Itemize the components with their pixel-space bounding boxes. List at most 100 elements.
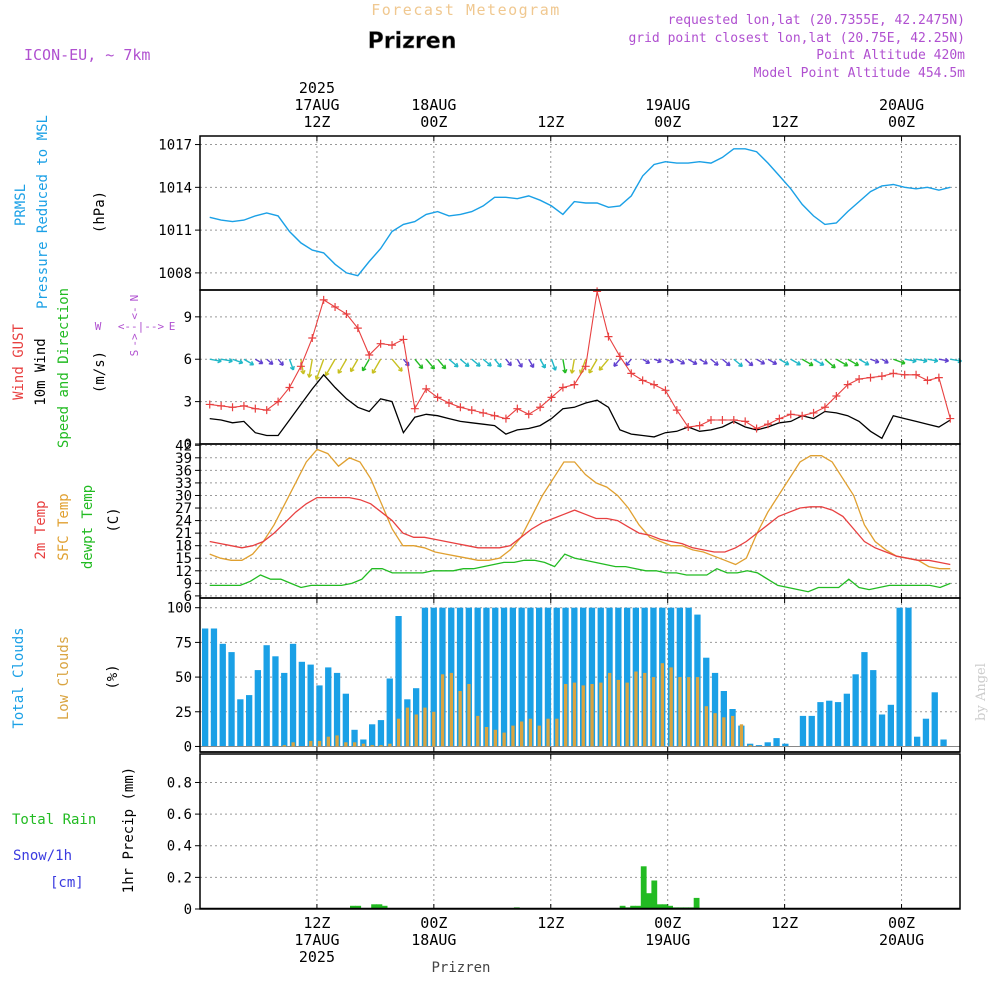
total-clouds-bar [228, 652, 235, 747]
gust-marker [365, 350, 374, 359]
wind-arrow [625, 358, 632, 367]
total-clouds-bar [281, 672, 288, 747]
y-tick-label: 24 [175, 514, 192, 530]
gust-marker [912, 370, 921, 379]
wind-arrow [314, 358, 325, 381]
gust-marker [490, 411, 499, 420]
gust-marker [695, 421, 704, 430]
precip-panel: 0 0.2 0.4 0.6 0.8 Total Rain Snow/1h [cm] 1h… [12, 753, 961, 918]
y-tick-label: 1017 [158, 138, 192, 154]
gust-marker [353, 324, 362, 333]
total-clouds-bar [430, 607, 437, 747]
location-title: Prizren [368, 29, 457, 54]
y-tick-label: 6 [184, 589, 192, 605]
rain-bar [640, 866, 647, 909]
y-tick-label: 3 [184, 395, 192, 411]
pressure-line [209, 148, 951, 277]
gust-marker [900, 370, 909, 379]
time-label-bottom: 12Z [537, 914, 564, 932]
compass-horizontal: <--|--> [118, 320, 165, 333]
time-label-top: 00Z [888, 113, 915, 131]
gust-marker [718, 415, 727, 424]
total-clouds-bar [703, 657, 710, 747]
low-clouds-bar [511, 725, 515, 747]
gust-marker [205, 400, 214, 409]
rain-bar [661, 904, 668, 909]
gust-marker [319, 295, 328, 304]
total-clouds-bar [922, 718, 930, 747]
wind-arrow [893, 358, 906, 365]
total-clouds-bar [465, 607, 472, 747]
gust-marker [513, 404, 522, 413]
total-clouds-bar [298, 661, 305, 747]
time-label-top: 18AUG [411, 96, 456, 114]
wind-arrow [858, 358, 870, 366]
wind-arrow [870, 358, 880, 364]
low-clouds-bar [651, 677, 656, 747]
rain-bar [381, 905, 388, 909]
low-clouds-bar [484, 727, 489, 747]
total-clouds-bar [861, 652, 868, 747]
gust-marker [684, 423, 693, 432]
gust-marker [729, 415, 738, 424]
precip-y-ticks: 0 0.2 0.4 0.6 0.8 [167, 754, 903, 918]
time-label-top: 00Z [420, 113, 447, 131]
compass-north-arrow: <- [128, 306, 141, 319]
total-clouds-bar [940, 739, 947, 747]
pressure-panel: 1008 1011 1014 1017 PRMSL Pressure Reduced … [13, 115, 961, 309]
clouds-unit: (%) [105, 664, 121, 689]
gust-marker [422, 384, 431, 393]
low-clouds-bar [361, 743, 366, 747]
y-tick-label: 33 [175, 476, 192, 492]
grid-point-coordinates: grid point closest lon,lat (20.75E, 42.2… [628, 31, 965, 46]
low-clouds-bar [731, 715, 735, 747]
gust-marker [581, 362, 590, 371]
total-clouds-bar [421, 607, 429, 747]
total-clouds-bar [799, 715, 807, 747]
wind-panel: 0 3 6 9 Wind GUST 10m Wind Speed and Direct… [11, 287, 962, 453]
gust-marker [843, 380, 852, 389]
total-clouds-bar [219, 643, 226, 747]
total-clouds-bar [878, 714, 886, 747]
gust-marker [501, 414, 510, 423]
total-clouds-bar [289, 643, 297, 747]
gust-marker [593, 287, 602, 296]
wind-arrow [306, 359, 313, 378]
low-clouds-bars [282, 663, 752, 747]
wind-unit: (m/s) [92, 351, 108, 393]
wind-arrow [254, 358, 264, 365]
total-clouds-bar [817, 702, 824, 747]
low-clouds-bar [397, 718, 401, 747]
low-clouds-bar [625, 682, 629, 747]
low-clouds-bar [291, 742, 295, 747]
wind-arrow [569, 359, 575, 374]
gust-marker [410, 404, 419, 413]
total-clouds-bar [676, 607, 683, 747]
low-clouds-bar [722, 717, 726, 747]
low-clouds-bar [616, 679, 620, 747]
total-clouds-bar [333, 672, 341, 747]
wind-arrow [471, 358, 481, 367]
time-label-top: 12Z [537, 113, 564, 131]
low-clouds-bar [687, 677, 691, 747]
gust-marker [388, 341, 397, 350]
y-tick-label: 0 [184, 739, 192, 755]
total-clouds-bar [588, 607, 596, 747]
wind-arrow [744, 358, 754, 367]
total-clouds-bar [773, 738, 780, 747]
low-clouds-bar [695, 677, 700, 747]
total-clouds-bar [210, 628, 218, 747]
gust-marker [274, 397, 283, 406]
gust-marker [558, 383, 567, 392]
gust-marker [399, 335, 408, 344]
wind-gust-markers [205, 287, 955, 433]
total-clouds-bar [764, 742, 771, 747]
gust-marker [524, 410, 533, 419]
wind-frame [199, 289, 961, 445]
y-tick-label: 0.6 [167, 807, 192, 823]
low-clouds-bar [537, 725, 541, 747]
wind-arrow [676, 358, 686, 365]
pressure-unit: (hPa) [92, 191, 108, 233]
